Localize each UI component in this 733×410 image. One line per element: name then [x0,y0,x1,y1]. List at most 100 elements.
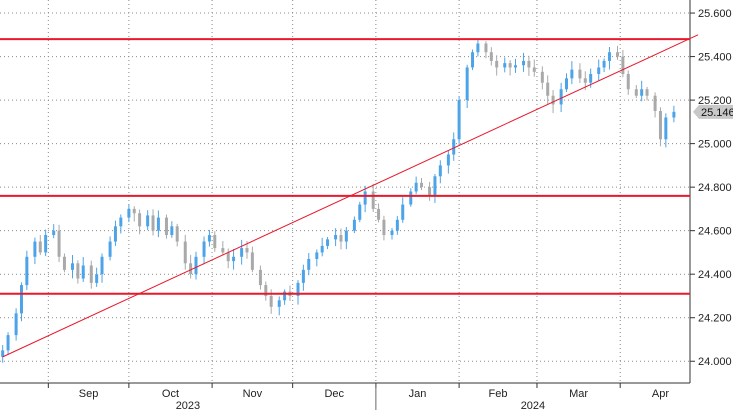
candle [1,344,5,363]
candle-body [672,111,676,118]
candle [672,105,676,123]
candle [546,75,550,104]
candle [258,265,262,290]
candle [19,282,23,322]
x-tick-label: Sep [79,388,99,400]
candle [371,183,375,213]
candle-body [640,89,644,96]
candle [132,206,136,222]
candle-body [452,139,456,155]
x-axis-labels: Sep Oct Nov Dec Jan Feb Mar Apr 2023 2024 [79,388,670,410]
y-tick-label: 25.400 [698,52,732,64]
chart-grid [0,0,690,383]
candle-body [377,208,381,220]
candle-body [194,256,198,275]
candle-body [471,52,475,68]
candle-body [607,52,611,61]
x-tick-label: Mar [569,388,588,400]
candle-body [326,239,330,246]
last-price-badge: 25.146 [693,104,733,119]
candle [476,40,480,57]
candle [653,92,657,118]
candle [658,107,662,147]
candle [626,70,630,95]
candle [522,52,526,72]
candle-body [522,60,526,66]
candle [358,201,362,223]
candle-body [527,60,531,68]
candle [264,281,268,301]
candle [14,308,18,341]
candle [277,296,281,316]
candle-body [183,241,187,264]
candle-body [240,248,244,257]
candle-body [301,269,305,283]
candle [395,216,399,235]
candle [170,221,174,238]
candle-body [664,117,668,140]
candle [339,228,343,250]
year-label: 2023 [176,400,200,410]
candle [207,229,211,247]
candle-body [344,230,348,242]
candle-body [564,78,568,90]
y-tick-label: 24.400 [698,269,732,281]
x-tick-label: Apr [652,388,669,400]
candle-body [597,67,601,74]
candle-body [250,252,254,270]
candle-body [170,226,174,236]
x-tick-label: Dec [324,388,344,400]
candles [1,40,676,363]
candle [95,267,99,287]
candle-body [307,258,311,270]
candle [213,231,217,252]
candle-body [401,204,405,220]
candle-body [100,256,104,275]
candle [570,61,574,85]
candle-body [232,256,236,262]
candle [433,174,437,203]
candle-body [108,241,112,257]
candle-body [245,248,249,253]
candle [315,249,319,267]
candle [202,236,206,265]
candle [471,49,475,71]
candle [457,96,461,144]
y-tick-label: 24.600 [698,226,732,238]
candle-body [457,100,461,140]
y-tick-label: 24.200 [698,313,732,325]
x-tick-label: Oct [162,388,179,400]
candle-body [226,252,230,262]
candle-body [508,63,512,68]
candle [89,260,93,289]
candle [62,253,66,273]
candle-body [89,265,93,283]
candle [640,80,644,102]
candle [344,226,348,250]
candle [446,150,450,174]
candle [621,49,625,78]
candle [232,249,236,270]
candle [283,289,287,305]
candle [390,228,394,240]
candle-body [433,176,437,196]
candle-body [409,191,413,205]
candle [25,250,29,290]
last-price-badge-bg [693,104,733,119]
candle [428,181,432,201]
candle [189,254,193,279]
candle [438,160,442,184]
candle-body [95,274,99,283]
candle-body [146,215,150,227]
candle-body [258,269,262,286]
candle [352,216,356,234]
candle-body [164,217,168,236]
candle [616,45,620,60]
candle-body [213,235,217,249]
chart-axes [0,0,695,410]
candle [532,59,536,77]
candle [108,236,112,261]
candle [409,188,413,207]
candle [363,185,367,213]
